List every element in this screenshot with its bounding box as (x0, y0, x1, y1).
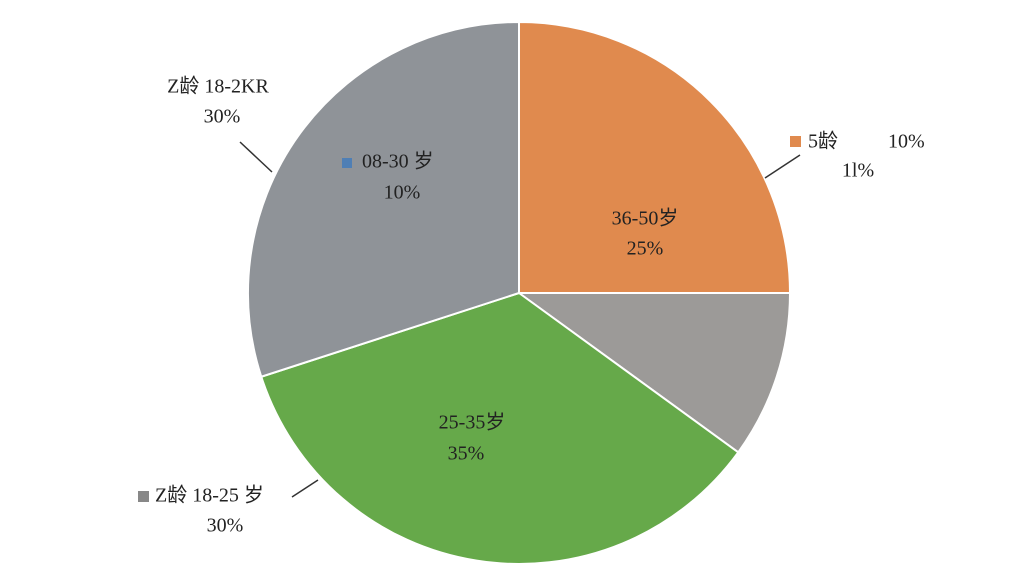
annotation: 08-30 岁 (362, 150, 434, 173)
pie-slice (260, 291, 740, 565)
annotation: 30% (207, 515, 244, 537)
annotation: Z龄 18-25 岁 (155, 484, 264, 507)
slice-label: 25-35岁 (439, 411, 506, 434)
pie-slice (515, 292, 792, 454)
slice-label: 36-50岁 (612, 207, 679, 230)
value-label: 30% (204, 106, 241, 128)
legend-swatch (138, 491, 149, 502)
annotation: 10% (384, 182, 421, 204)
pie-slice (247, 20, 520, 379)
slice-label: Z龄 18-2KR (167, 75, 269, 98)
value-label: 35% (448, 443, 485, 465)
value-label: 10% (888, 131, 925, 153)
slice-label: 5龄 (808, 130, 838, 153)
leader-line (291, 479, 319, 498)
leader-line (239, 141, 273, 173)
legend-swatch (342, 158, 352, 168)
annotation: 1l% (842, 160, 874, 182)
leader-line (764, 154, 801, 179)
value-label: 25% (627, 238, 664, 260)
pie-slice (518, 20, 792, 294)
legend-swatch (790, 136, 801, 147)
